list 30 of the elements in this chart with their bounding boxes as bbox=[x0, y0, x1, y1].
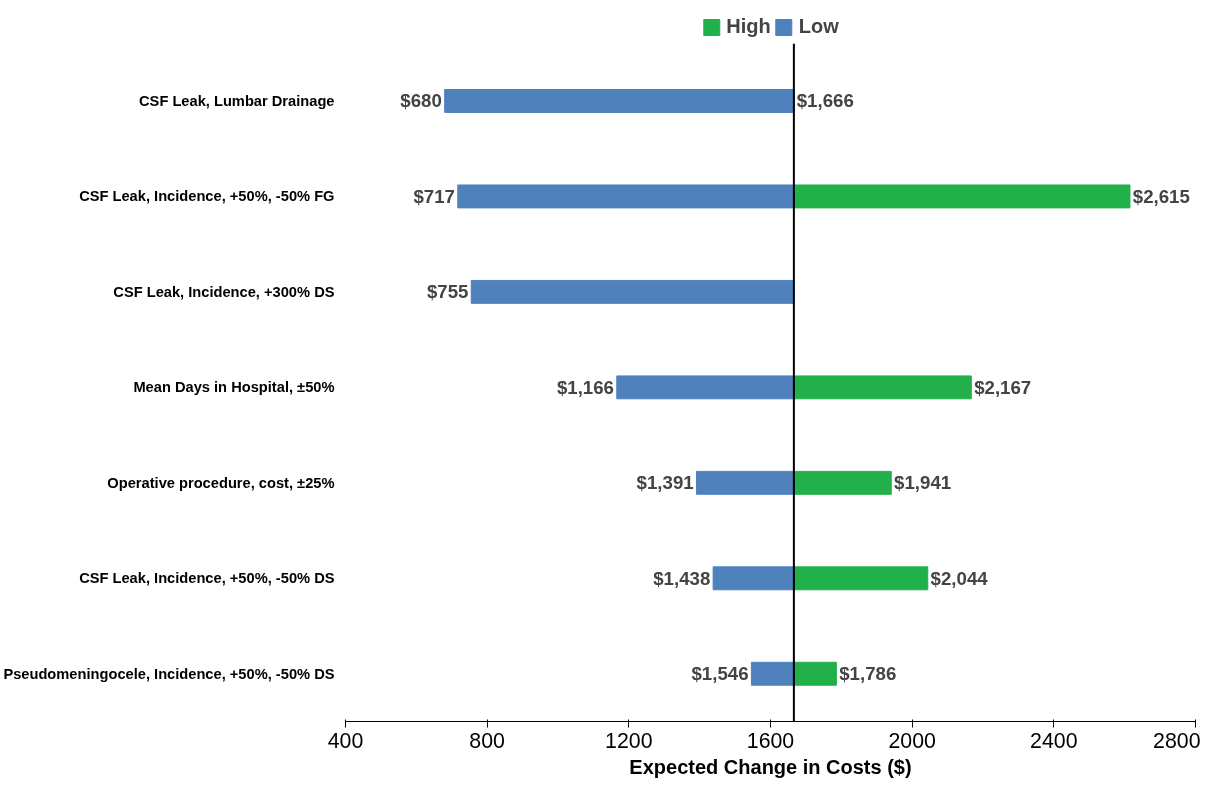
y-tick-label: CSF Leak, Lumbar Drainage bbox=[139, 92, 335, 109]
y-tick-label: CSF Leak, Incidence, +50%, -50% FG bbox=[79, 188, 335, 205]
x-axis-title: Expected Change in Costs ($) bbox=[629, 755, 912, 778]
data-label: $755 bbox=[426, 281, 469, 303]
legend-label: High bbox=[726, 15, 771, 38]
x-tick-label: 2000 bbox=[888, 728, 937, 753]
x-tick-label: 800 bbox=[469, 728, 506, 753]
y-tick-label: CSF Leak, Incidence, +300% DS bbox=[113, 283, 335, 300]
x-tick-label: 1600 bbox=[746, 728, 795, 753]
data-label: $1,786 bbox=[839, 663, 897, 685]
y-tick-label: Operative procedure, cost, ±25% bbox=[107, 474, 335, 491]
legend-label: Low bbox=[798, 15, 839, 38]
data-label: $2,615 bbox=[1132, 185, 1190, 207]
data-label: $1,391 bbox=[636, 472, 694, 494]
y-tick-label: Mean Days in Hospital, ±50% bbox=[133, 379, 335, 396]
data-label: $2,044 bbox=[930, 567, 989, 589]
data-label: $1,166 bbox=[556, 376, 614, 398]
data-label: $1,666 bbox=[796, 90, 854, 112]
data-label: $1,546 bbox=[691, 663, 749, 685]
x-tick-label: 1200 bbox=[605, 728, 653, 753]
data-label: $1,438 bbox=[653, 567, 711, 589]
data-label: $1,941 bbox=[894, 472, 952, 494]
data-label: $717 bbox=[413, 185, 455, 207]
x-tick-label: 2400 bbox=[1030, 728, 1078, 753]
x-tick-label: 400 bbox=[327, 728, 364, 753]
data-label: $2,167 bbox=[974, 376, 1032, 398]
y-tick-label: CSF Leak, Incidence, +50%, -50% DS bbox=[79, 570, 335, 587]
y-tick-label: Pseudomeningocele, Incidence, +50%, -50% DS bbox=[3, 665, 335, 682]
x-tick-label: 2800 bbox=[1153, 728, 1201, 753]
data-label: $680 bbox=[400, 90, 442, 112]
